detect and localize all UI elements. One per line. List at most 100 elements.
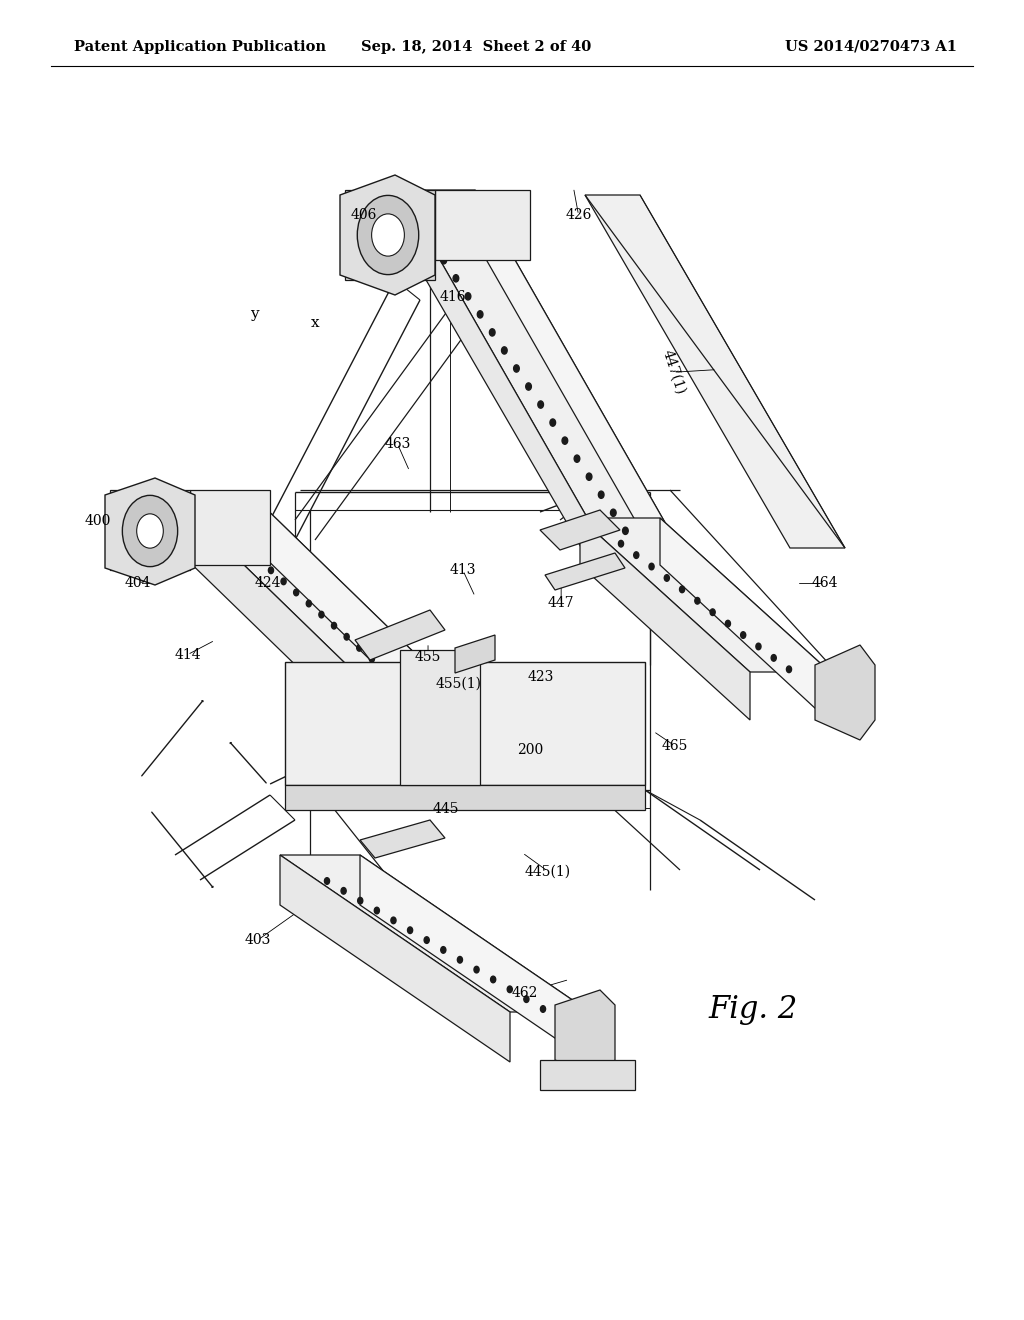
Circle shape xyxy=(256,556,261,562)
Text: 462: 462 xyxy=(511,986,538,999)
Circle shape xyxy=(294,589,299,595)
Polygon shape xyxy=(400,190,600,579)
Circle shape xyxy=(598,491,604,499)
Circle shape xyxy=(618,540,624,546)
Polygon shape xyxy=(400,190,675,540)
Polygon shape xyxy=(280,855,510,1063)
Circle shape xyxy=(507,986,512,993)
Text: y: y xyxy=(250,308,258,321)
Circle shape xyxy=(372,214,404,256)
Circle shape xyxy=(786,667,792,673)
Circle shape xyxy=(429,239,434,246)
Text: 423: 423 xyxy=(527,671,554,684)
Circle shape xyxy=(610,510,616,516)
Polygon shape xyxy=(190,490,270,565)
Text: Patent Application Publication: Patent Application Publication xyxy=(74,40,326,54)
Polygon shape xyxy=(400,649,480,785)
Circle shape xyxy=(458,957,463,964)
Circle shape xyxy=(424,937,429,944)
Polygon shape xyxy=(540,510,620,550)
Polygon shape xyxy=(105,478,195,585)
Text: 414: 414 xyxy=(174,648,201,661)
Circle shape xyxy=(281,578,286,585)
Circle shape xyxy=(514,364,519,372)
Circle shape xyxy=(680,586,685,593)
Polygon shape xyxy=(540,1060,635,1090)
Circle shape xyxy=(440,946,445,953)
Circle shape xyxy=(541,1006,546,1012)
Circle shape xyxy=(122,495,177,566)
Circle shape xyxy=(243,545,248,552)
Polygon shape xyxy=(815,645,874,741)
Polygon shape xyxy=(285,785,645,810)
Polygon shape xyxy=(255,498,430,718)
Polygon shape xyxy=(660,517,830,722)
Text: 445(1): 445(1) xyxy=(524,865,571,878)
Circle shape xyxy=(524,995,529,1002)
Circle shape xyxy=(332,623,337,630)
Circle shape xyxy=(341,887,346,894)
Circle shape xyxy=(344,634,349,640)
Circle shape xyxy=(490,977,496,983)
Polygon shape xyxy=(435,190,530,260)
Polygon shape xyxy=(175,498,350,718)
Circle shape xyxy=(325,878,330,884)
Circle shape xyxy=(230,533,236,540)
Polygon shape xyxy=(555,990,615,1074)
Circle shape xyxy=(417,220,423,228)
Circle shape xyxy=(408,927,413,933)
Circle shape xyxy=(623,527,628,535)
Text: 413: 413 xyxy=(450,564,476,577)
Circle shape xyxy=(550,418,556,426)
Text: 400: 400 xyxy=(84,515,111,528)
Polygon shape xyxy=(475,190,675,590)
Circle shape xyxy=(587,473,592,480)
Circle shape xyxy=(740,632,745,639)
Circle shape xyxy=(318,611,324,618)
Circle shape xyxy=(441,256,446,264)
Text: 426: 426 xyxy=(565,209,592,222)
Circle shape xyxy=(725,620,730,627)
Polygon shape xyxy=(285,663,645,785)
Circle shape xyxy=(538,401,544,408)
Text: 424: 424 xyxy=(255,577,282,590)
Circle shape xyxy=(574,455,580,462)
Text: 455: 455 xyxy=(415,651,441,664)
Circle shape xyxy=(474,966,479,973)
Text: 200: 200 xyxy=(517,743,544,756)
Circle shape xyxy=(268,568,273,574)
Circle shape xyxy=(382,667,387,673)
Circle shape xyxy=(453,275,459,282)
Circle shape xyxy=(634,552,639,558)
Polygon shape xyxy=(110,490,190,570)
Polygon shape xyxy=(280,855,590,1012)
Text: 464: 464 xyxy=(811,577,838,590)
Text: x: x xyxy=(311,317,319,330)
Circle shape xyxy=(218,523,223,529)
Polygon shape xyxy=(360,820,445,858)
Text: Sep. 18, 2014  Sheet 2 of 40: Sep. 18, 2014 Sheet 2 of 40 xyxy=(361,40,591,54)
Text: 445: 445 xyxy=(432,803,459,816)
Circle shape xyxy=(477,310,483,318)
Text: 406: 406 xyxy=(350,209,377,222)
Circle shape xyxy=(356,644,361,651)
Circle shape xyxy=(665,574,670,581)
Text: 447: 447 xyxy=(548,597,574,610)
Polygon shape xyxy=(340,176,435,294)
Circle shape xyxy=(370,656,375,663)
Circle shape xyxy=(375,907,380,913)
Polygon shape xyxy=(455,635,495,673)
Text: 463: 463 xyxy=(384,437,411,450)
Circle shape xyxy=(306,601,311,607)
Circle shape xyxy=(771,655,776,661)
Text: Fig. 2: Fig. 2 xyxy=(708,994,798,1026)
Circle shape xyxy=(562,437,567,445)
Polygon shape xyxy=(175,498,430,668)
Polygon shape xyxy=(345,190,435,280)
Circle shape xyxy=(489,329,495,337)
Circle shape xyxy=(391,917,396,924)
Polygon shape xyxy=(360,855,590,1063)
Text: 465: 465 xyxy=(662,739,688,752)
Circle shape xyxy=(357,898,362,904)
Circle shape xyxy=(710,609,715,615)
